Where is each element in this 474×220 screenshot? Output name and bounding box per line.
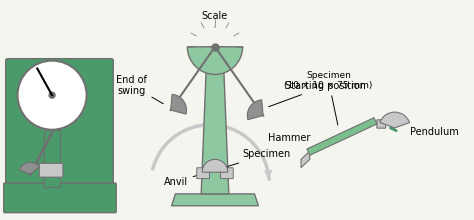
Text: Starting position: Starting position: [269, 81, 366, 107]
Polygon shape: [201, 47, 229, 194]
Text: Anvil: Anvil: [164, 175, 199, 187]
Wedge shape: [380, 112, 410, 128]
FancyBboxPatch shape: [4, 183, 116, 213]
FancyBboxPatch shape: [197, 168, 210, 179]
Wedge shape: [202, 159, 228, 172]
Wedge shape: [19, 162, 39, 174]
Circle shape: [18, 61, 87, 130]
FancyBboxPatch shape: [39, 163, 63, 177]
FancyBboxPatch shape: [220, 168, 233, 179]
Wedge shape: [187, 47, 243, 74]
Text: Pendulum: Pendulum: [410, 127, 459, 137]
Text: Scale: Scale: [202, 11, 228, 27]
Polygon shape: [377, 120, 386, 128]
Text: Specimen
(10 × 10 × 75 mm): Specimen (10 × 10 × 75 mm): [284, 71, 373, 125]
Polygon shape: [172, 194, 258, 206]
Polygon shape: [307, 118, 377, 155]
Text: Specimen: Specimen: [228, 149, 291, 167]
Bar: [44, 130, 60, 187]
Wedge shape: [247, 100, 263, 120]
Text: Hammer: Hammer: [268, 133, 310, 143]
Circle shape: [49, 92, 55, 98]
FancyBboxPatch shape: [6, 59, 113, 206]
Text: End of
swing: End of swing: [116, 75, 164, 104]
Polygon shape: [301, 151, 310, 168]
Wedge shape: [171, 94, 186, 114]
